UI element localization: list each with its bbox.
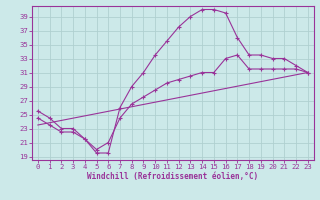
X-axis label: Windchill (Refroidissement éolien,°C): Windchill (Refroidissement éolien,°C) <box>87 172 258 181</box>
